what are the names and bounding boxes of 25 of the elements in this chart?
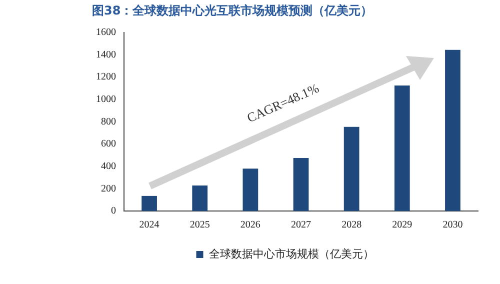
x-tick-label: 2030 bbox=[442, 220, 463, 231]
x-tick-label: 2027 bbox=[291, 220, 311, 231]
y-tick-label: 0 bbox=[111, 206, 116, 217]
bar bbox=[394, 86, 410, 211]
y-tick-label: 800 bbox=[101, 116, 116, 128]
y-tick-label: 1200 bbox=[96, 72, 116, 83]
bar bbox=[242, 168, 258, 211]
x-tick-label: 2024 bbox=[139, 220, 160, 231]
bar bbox=[142, 196, 157, 211]
y-tick-label: 400 bbox=[101, 160, 116, 172]
x-tick-label: 2025 bbox=[190, 220, 210, 231]
bar bbox=[192, 186, 208, 211]
bar bbox=[344, 126, 360, 211]
legend-label: 全球数据中心市场规模（亿美元） bbox=[208, 247, 374, 260]
y-tick-label: 1400 bbox=[96, 49, 116, 60]
chart-title: 图38：全球数据中心光互联市场规模预测（亿美元） bbox=[92, 3, 373, 18]
y-tick-label: 600 bbox=[101, 138, 116, 150]
x-tick-label: 2026 bbox=[240, 220, 260, 231]
bar bbox=[445, 50, 460, 211]
x-tick-label: 2029 bbox=[392, 220, 412, 231]
y-tick-label: 1000 bbox=[96, 94, 116, 105]
bar bbox=[293, 158, 309, 211]
y-tick-label: 1600 bbox=[96, 27, 116, 38]
y-tick-label: 200 bbox=[101, 183, 116, 194]
x-tick-label: 2028 bbox=[342, 220, 362, 231]
